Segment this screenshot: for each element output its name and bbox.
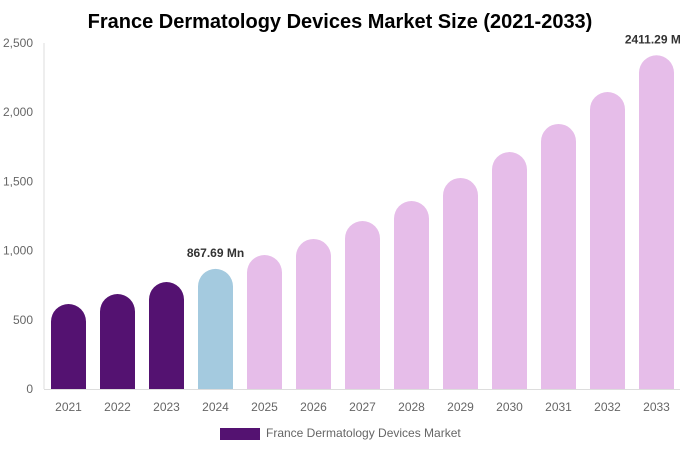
bar-2021	[51, 304, 86, 389]
x-tick-label: 2022	[104, 400, 131, 414]
x-tick-label: 2033	[643, 400, 670, 414]
x-tick-label: 2025	[251, 400, 278, 414]
y-tick-label: 500	[13, 313, 33, 327]
x-tick-label: 2021	[55, 400, 82, 414]
legend-swatch	[220, 428, 260, 440]
y-tick-label: 1,500	[3, 174, 33, 188]
x-tick-label: 2032	[594, 400, 621, 414]
bar-2026	[296, 238, 331, 389]
x-tick-label: 2023	[153, 400, 180, 414]
bar-2022	[100, 294, 135, 389]
bar-2033	[639, 55, 674, 389]
x-tick-label: 2030	[496, 400, 523, 414]
y-tick-label: 1,000	[3, 244, 33, 258]
bar-2023	[149, 282, 184, 389]
bar-2030	[492, 152, 527, 389]
bar-2032	[590, 91, 625, 390]
y-tick-label: 0	[26, 382, 33, 396]
data-label: 2411.29 Mn	[625, 32, 680, 46]
x-tick-label: 2026	[300, 400, 327, 414]
bar-2025	[247, 255, 282, 389]
chart-title: France Dermatology Devices Market Size (…	[88, 11, 593, 33]
data-label: 867.69 Mn	[187, 246, 244, 260]
x-tick-label: 2024	[202, 400, 229, 414]
x-tick-label: 2029	[447, 400, 474, 414]
x-tick-label: 2028	[398, 400, 425, 414]
bar-2024	[198, 268, 233, 389]
bar-2027	[345, 220, 380, 389]
x-tick-label: 2031	[545, 400, 572, 414]
legend-label: France Dermatology Devices Market	[266, 426, 461, 440]
y-tick-label: 2,500	[3, 36, 33, 50]
x-tick-label: 2027	[349, 400, 376, 414]
bar-2031	[541, 123, 576, 390]
bar-2028	[394, 201, 429, 389]
bar-2029	[443, 177, 478, 389]
y-tick-label: 2,000	[3, 105, 33, 119]
